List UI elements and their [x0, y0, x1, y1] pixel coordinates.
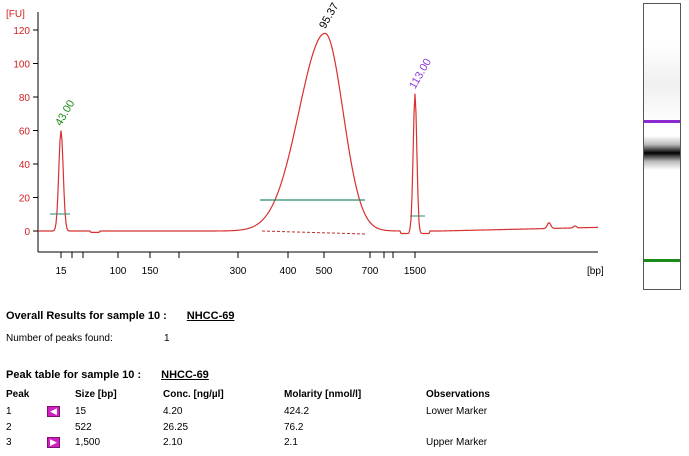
header-conc: Conc. [ng/µl]: [163, 389, 224, 400]
cell-observations: Upper Marker: [426, 437, 488, 448]
overall-results-title: Overall Results for sample 10 : NHCC-69: [6, 310, 234, 322]
x-tick-label: 150: [142, 266, 159, 277]
y-tick-label: 60: [19, 127, 31, 138]
peaks-found-row: Number of peaks found: 1: [6, 333, 206, 344]
cell-observations: Lower Marker: [426, 406, 488, 417]
peak-label: 43.00: [53, 98, 77, 128]
x-tick-label: 500: [316, 266, 333, 277]
cell-conc: 26.25: [163, 422, 189, 433]
cell-size: 522: [75, 422, 92, 433]
x-tick-label: 400: [280, 266, 297, 277]
gel-lane: [643, 3, 681, 290]
cell-molarity: 2.1: [284, 437, 298, 448]
gel-upper-marker-band: [644, 120, 680, 123]
y-tick-label: 40: [19, 160, 31, 171]
baseline-dashed: [261, 230, 366, 235]
cell-size: 1,500: [75, 437, 101, 448]
peak-table-label: Peak table for sample 10 :: [6, 369, 142, 381]
overall-sample-name: NHCC-69: [186, 310, 235, 322]
header-molarity: Molarity [nmol/l]: [284, 389, 362, 400]
gel-lower-marker-band: [644, 259, 680, 262]
y-tick-label: 0: [24, 227, 30, 238]
electropherogram-chart: [FU] [bp] 0 20 40 60 80 100 120 15 100 150 300 400…: [6, 1, 604, 277]
marker-icon: ◀: [47, 406, 60, 417]
gel-smear: [644, 44, 680, 124]
cell-peak: 2: [6, 422, 12, 433]
y-tick-label: 100: [13, 60, 30, 71]
x-tick-label: 700: [362, 266, 379, 277]
table-row: 3 ▶ 1,500 2.10 2.1 Upper Marker: [6, 437, 646, 449]
cell-molarity: 424.2: [284, 406, 310, 417]
x-tick-label: 15: [55, 266, 67, 277]
y-unit-label: [FU]: [6, 9, 25, 20]
header-observations: Observations: [426, 389, 490, 400]
cell-peak: 3: [6, 437, 12, 448]
cell-conc: 4.20: [163, 406, 183, 417]
table-row: 1 ◀ 15 4.20 424.2 Lower Marker: [6, 406, 646, 418]
peaks-found-value: 1: [164, 333, 170, 344]
x-tick-label: 1500: [404, 266, 427, 277]
gel-main-band: [644, 136, 680, 170]
y-tick-label: 120: [13, 26, 30, 37]
y-tick-label: 80: [19, 93, 31, 104]
y-tick-label: 20: [19, 194, 31, 205]
x-unit-label: [bp]: [587, 266, 604, 277]
trace-line: [38, 32, 599, 235]
peaks-found-label: Number of peaks found:: [6, 333, 113, 344]
overall-results-label: Overall Results for sample 10 :: [6, 310, 167, 322]
peak-table-title: Peak table for sample 10 : NHCC-69: [6, 369, 209, 381]
header-size: Size [bp]: [75, 389, 117, 400]
header-peak: Peak: [6, 389, 30, 400]
cell-peak: 1: [6, 406, 12, 417]
marker-icon: ▶: [47, 437, 60, 448]
peak-label: 95.37: [317, 1, 341, 31]
x-tick-label: 100: [110, 266, 127, 277]
cell-molarity: 76.2: [284, 422, 304, 433]
cell-size: 15: [75, 406, 87, 417]
cell-conc: 2.10: [163, 437, 183, 448]
peak-table-sample-name: NHCC-69: [161, 369, 209, 381]
peak-label: 113.00: [407, 57, 434, 91]
table-row: 2 522 26.25 76.2: [6, 422, 646, 434]
x-tick-label: 300: [230, 266, 247, 277]
